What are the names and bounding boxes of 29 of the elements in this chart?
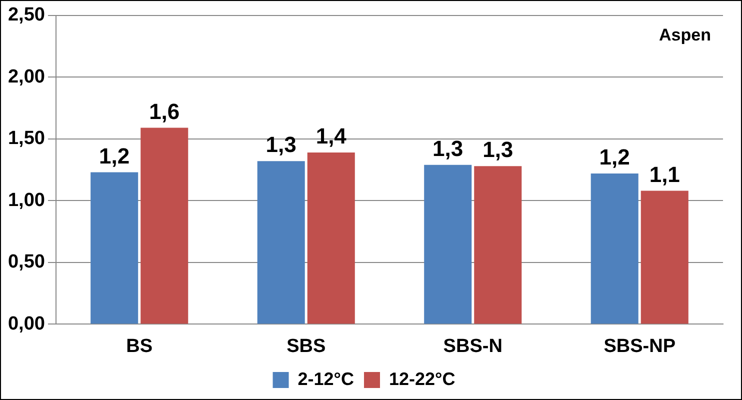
bar xyxy=(90,172,138,324)
bar xyxy=(474,166,522,324)
x-tick-label: SBS-N xyxy=(443,336,502,357)
y-tick-label: 1,00 xyxy=(8,190,45,211)
bar xyxy=(307,152,355,324)
y-tick-label: 1,50 xyxy=(8,128,45,150)
data-label: 1,3 xyxy=(482,137,514,162)
bar xyxy=(590,174,638,324)
data-label: 1,2 xyxy=(599,144,630,170)
data-label: 1,6 xyxy=(149,98,180,124)
data-label: 1,1 xyxy=(649,162,680,187)
x-tick-label: BS xyxy=(126,336,153,357)
bar xyxy=(640,190,688,324)
y-tick-label: 2,50 xyxy=(8,4,45,26)
data-label: 1,3 xyxy=(432,136,464,161)
legend-label: 2-12°C xyxy=(298,368,354,389)
y-tick-label: 2,00 xyxy=(8,66,45,88)
y-tick-label: 0,00 xyxy=(8,313,45,334)
annotation: Aspen xyxy=(659,26,711,45)
x-tick-label: SBS-NP xyxy=(604,336,676,357)
data-label: 1,3 xyxy=(266,132,296,158)
y-tick-label: 0,50 xyxy=(8,252,45,273)
bar xyxy=(257,161,305,324)
data-label: 1,2 xyxy=(99,143,130,168)
bar xyxy=(424,164,472,324)
x-tick-label: SBS xyxy=(286,336,326,357)
legend-label: 12-22°C xyxy=(388,368,456,389)
data-label: 1,4 xyxy=(316,124,348,149)
bar xyxy=(140,128,188,324)
